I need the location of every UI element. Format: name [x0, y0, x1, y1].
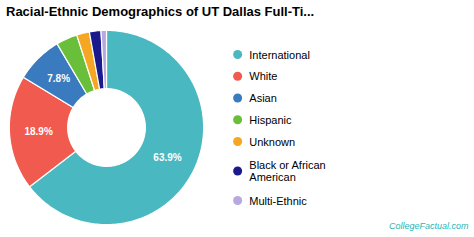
svg-text:18.9%: 18.9%: [24, 126, 52, 137]
svg-text:Asian: Asian: [249, 92, 277, 104]
svg-text:White: White: [249, 70, 277, 82]
svg-text:63.9%: 63.9%: [153, 152, 181, 163]
svg-text:Multi-Ethnic: Multi-Ethnic: [249, 195, 307, 207]
html-text:Racial-Ethnic Demographics of: Racial-Ethnic Demographics of UT Dallas …: [6, 4, 315, 19]
svg-text:7.8%: 7.8%: [47, 73, 70, 84]
svg-text:International: International: [249, 48, 310, 60]
svg-text:CollegeFactual.com: CollegeFactual.com: [389, 221, 469, 231]
svg-text:Unknown: Unknown: [249, 136, 295, 148]
svg-text:Black or AfricanAmerican: Black or AfricanAmerican: [249, 159, 325, 184]
svg-text:Hispanic: Hispanic: [249, 114, 292, 126]
